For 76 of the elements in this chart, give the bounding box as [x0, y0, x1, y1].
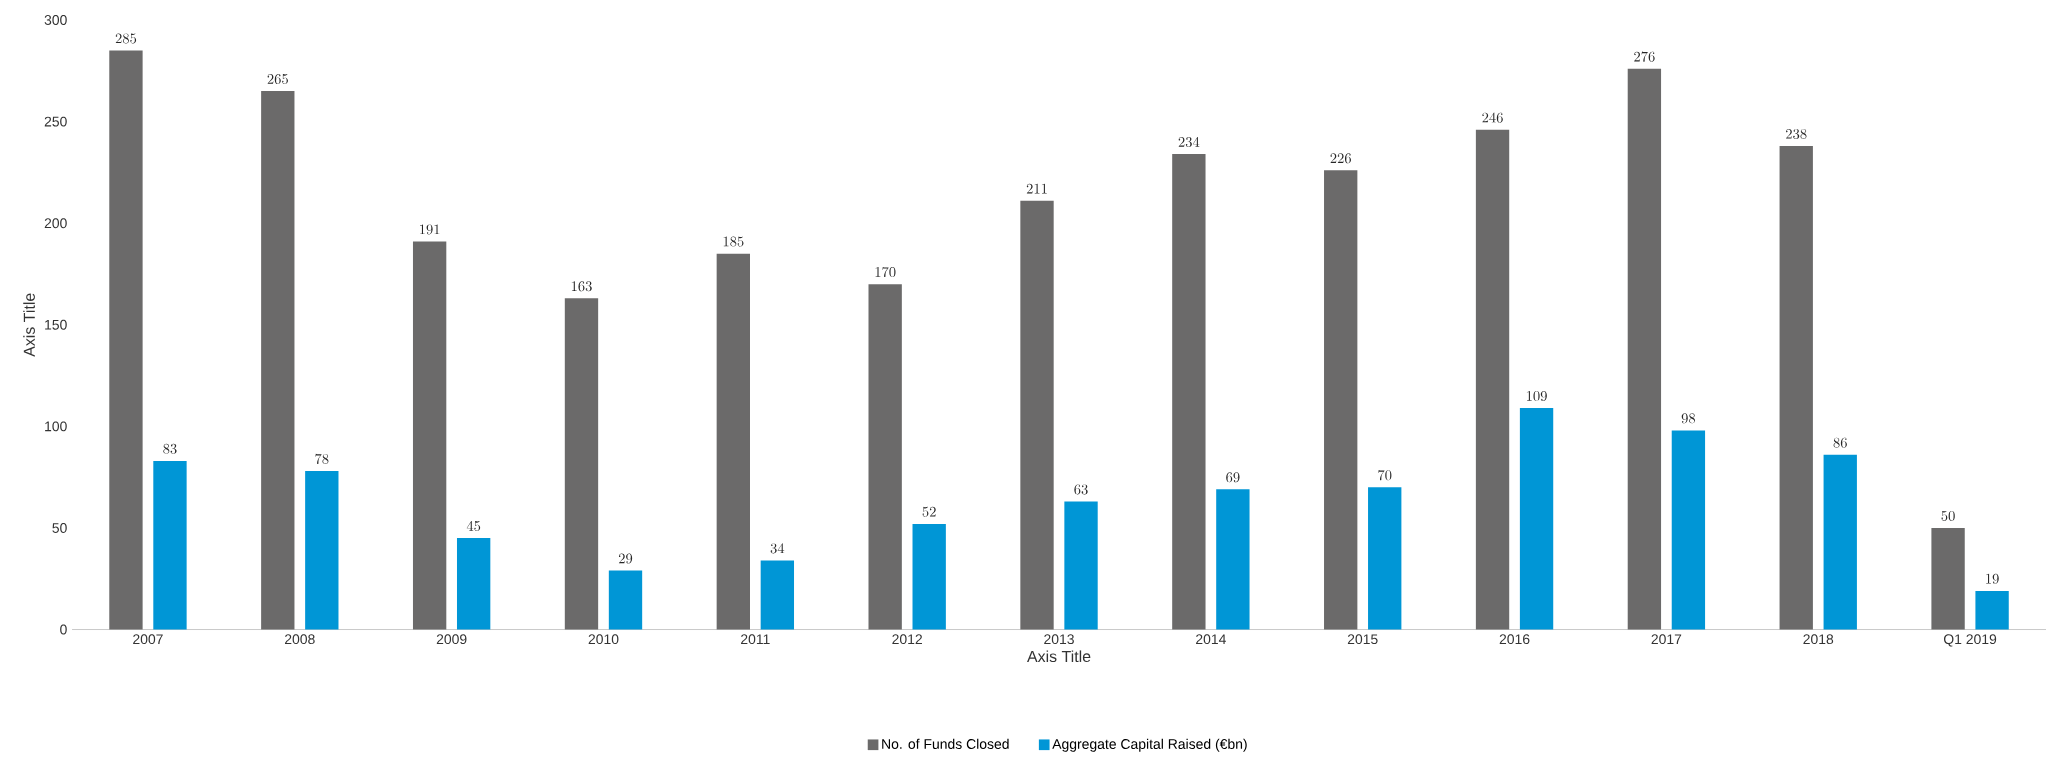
x-tick-label: 2011	[741, 634, 770, 644]
bar	[261, 91, 295, 630]
bar	[1368, 487, 1402, 630]
data-label: 83	[163, 443, 177, 454]
bar	[1064, 501, 1098, 630]
bar	[1931, 527, 1965, 630]
y-tick-label: 250	[44, 116, 67, 127]
y-tick-label: 100	[45, 421, 67, 432]
x-tick-label: 2013	[1044, 634, 1074, 644]
bar	[305, 470, 339, 630]
data-label: 86	[1833, 437, 1847, 448]
bar	[1519, 407, 1554, 630]
data-label: 234	[1178, 136, 1200, 147]
bar	[1216, 489, 1250, 630]
y-tick-label: 50	[52, 522, 67, 533]
bar	[1975, 590, 2009, 630]
data-label: 191	[420, 224, 440, 235]
data-label: 285	[115, 33, 137, 44]
x-tick-label: 2012	[892, 634, 922, 644]
x-tick-label: 2008	[284, 634, 315, 644]
data-label: 170	[875, 266, 896, 277]
bar	[456, 537, 491, 630]
y-tick-label: 300	[44, 14, 67, 25]
data-label: 185	[723, 236, 744, 247]
bar	[1475, 129, 1510, 630]
y-tick-label: 200	[44, 218, 67, 229]
y-axis-title: Axis Title	[23, 293, 35, 357]
bar	[1172, 153, 1206, 630]
data-label: 276	[1634, 51, 1655, 62]
data-label: 52	[922, 506, 936, 517]
data-label: 265	[267, 73, 288, 84]
data-label: 70	[1378, 470, 1392, 481]
bar	[109, 50, 143, 630]
data-label: 50	[1941, 510, 1955, 521]
bar	[153, 460, 187, 630]
x-axis-title: Axis Title	[1027, 650, 1091, 662]
x-tick-label: 2009	[436, 634, 467, 644]
bar	[760, 560, 795, 630]
data-label: 34	[770, 543, 785, 554]
legend-label: No. of Funds Closed	[882, 738, 1009, 749]
x-tick-label: 2010	[588, 634, 619, 644]
y-tick-label: 0	[60, 624, 67, 635]
data-label: 238	[1786, 128, 1807, 139]
bar	[1627, 68, 1662, 630]
bar	[1823, 454, 1857, 630]
bar	[1779, 145, 1813, 630]
x-tick-label: 2017	[1651, 634, 1682, 644]
data-label: 45	[466, 520, 481, 531]
data-label: 69	[1226, 472, 1240, 483]
y-tick-label: 150	[45, 319, 67, 330]
x-tick-label: Q1 2019	[1943, 634, 1997, 647]
x-tick-label: 2015	[1347, 634, 1378, 644]
data-label: 19	[1986, 573, 1999, 584]
bar	[1020, 200, 1054, 630]
bar	[564, 298, 599, 630]
legend-label: Aggregate Capital Raised (€bn)	[1052, 738, 1247, 752]
bar	[912, 523, 946, 630]
data-label: 211	[1026, 183, 1047, 194]
bar	[1324, 170, 1358, 630]
data-label: 98	[1681, 413, 1696, 424]
bar	[716, 253, 750, 630]
bar	[412, 241, 447, 630]
x-tick-label: 2014	[1196, 634, 1226, 644]
data-label: 226	[1330, 153, 1351, 164]
bar	[1671, 430, 1706, 630]
bar	[868, 284, 902, 630]
data-label: 63	[1074, 484, 1088, 495]
x-tick-label: 2018	[1803, 634, 1834, 644]
data-label: 29	[618, 553, 633, 564]
bar	[608, 570, 643, 630]
x-tick-label: 2007	[133, 634, 163, 644]
data-label: 163	[571, 281, 592, 292]
data-label: 109	[1526, 390, 1547, 401]
data-label: 78	[315, 453, 329, 464]
data-label: 246	[1482, 112, 1503, 123]
x-tick-label: 2016	[1499, 634, 1530, 644]
